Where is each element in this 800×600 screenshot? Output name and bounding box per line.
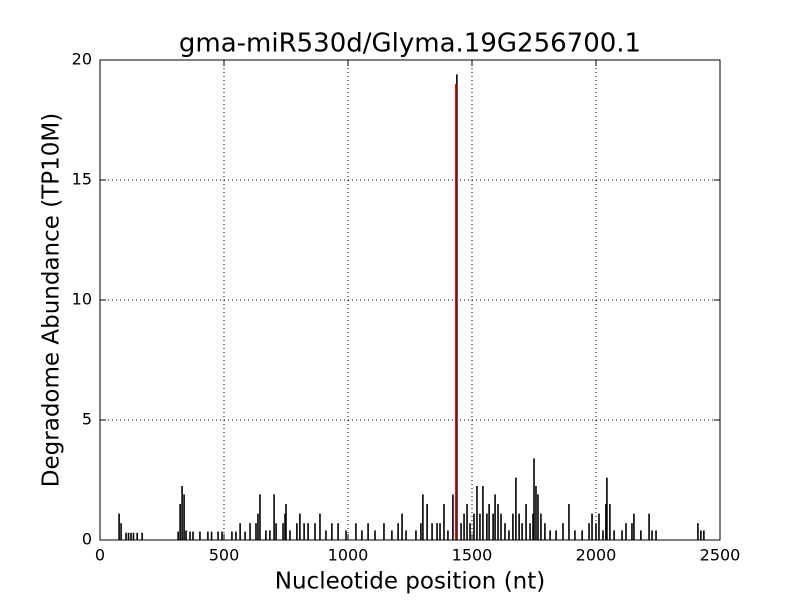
- y-tick-label: 0: [82, 530, 92, 549]
- chart-title: gma-miR530d/Glyma.19G256700.1: [179, 29, 641, 59]
- x-tick-label: 2000: [576, 546, 617, 565]
- x-tick-label: 500: [209, 546, 240, 565]
- x-tick-label: 1500: [452, 546, 493, 565]
- y-tick-label: 10: [72, 290, 92, 309]
- y-tick-label: 5: [82, 410, 92, 429]
- x-tick-label: 2500: [700, 546, 741, 565]
- y-axis-label: Degradome Abundance (TP10M): [39, 113, 65, 487]
- y-tick-label: 20: [72, 50, 92, 69]
- x-axis-label: Nucleotide position (nt): [275, 569, 545, 595]
- y-tick-label: 15: [72, 170, 92, 189]
- x-tick-label: 0: [95, 546, 105, 565]
- x-tick-label: 1000: [328, 546, 369, 565]
- plot-frame: [99, 59, 721, 541]
